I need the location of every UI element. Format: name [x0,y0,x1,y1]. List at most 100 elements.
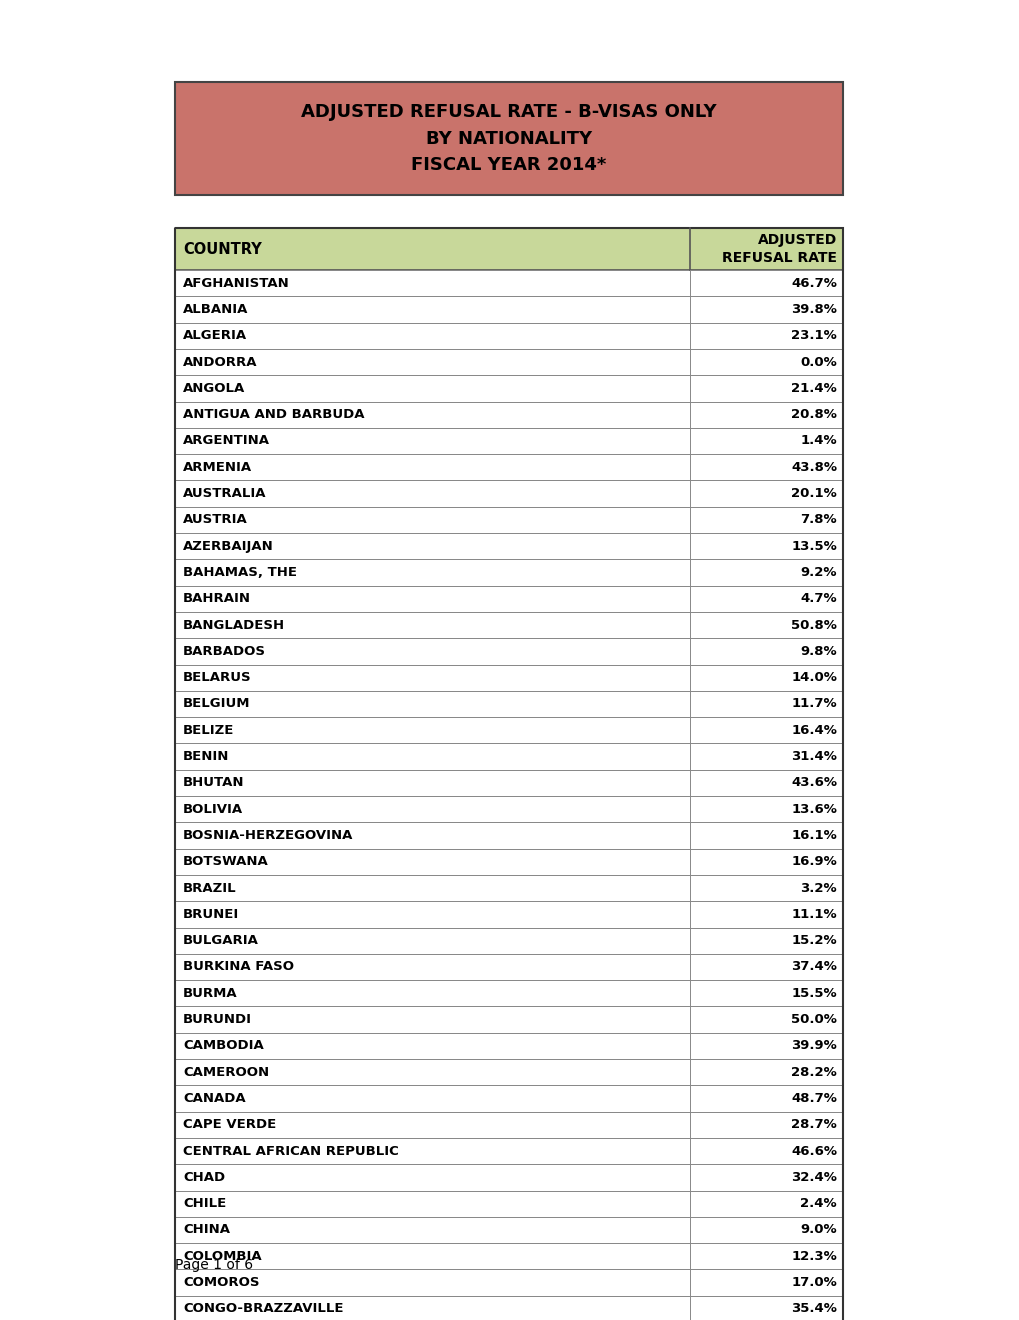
FancyBboxPatch shape [175,586,842,612]
Text: ANGOLA: ANGOLA [182,381,245,395]
Text: CHINA: CHINA [182,1224,229,1237]
Text: ARMENIA: ARMENIA [182,461,252,474]
Text: ADJUSTED
REFUSAL RATE: ADJUSTED REFUSAL RATE [721,234,837,265]
Text: 1.4%: 1.4% [800,434,837,447]
Text: 0.0%: 0.0% [800,355,837,368]
Text: BARBADOS: BARBADOS [182,645,266,657]
Text: 15.5%: 15.5% [791,987,837,999]
Text: BANGLADESH: BANGLADESH [182,619,285,631]
FancyBboxPatch shape [175,533,842,560]
Text: 3.2%: 3.2% [800,882,837,895]
Text: 32.4%: 32.4% [791,1171,837,1184]
FancyBboxPatch shape [175,612,842,638]
Text: BOSNIA-HERZEGOVINA: BOSNIA-HERZEGOVINA [182,829,353,842]
Text: 31.4%: 31.4% [791,750,837,763]
FancyBboxPatch shape [175,1006,842,1032]
FancyBboxPatch shape [175,770,842,796]
Text: 43.6%: 43.6% [790,776,837,789]
Text: 23.1%: 23.1% [791,329,837,342]
FancyBboxPatch shape [175,271,842,296]
Text: 46.6%: 46.6% [790,1144,837,1158]
FancyBboxPatch shape [175,638,842,664]
Text: 9.8%: 9.8% [800,645,837,657]
Text: 48.7%: 48.7% [791,1092,837,1105]
FancyBboxPatch shape [175,480,842,507]
Text: BOLIVIA: BOLIVIA [182,803,243,816]
Text: CAMEROON: CAMEROON [182,1065,269,1078]
FancyBboxPatch shape [175,796,842,822]
Text: 11.7%: 11.7% [791,697,837,710]
FancyBboxPatch shape [175,849,842,875]
Text: 2.4%: 2.4% [800,1197,837,1210]
Text: BHUTAN: BHUTAN [182,776,245,789]
Text: 9.2%: 9.2% [800,566,837,579]
FancyBboxPatch shape [175,401,842,428]
Text: CHAD: CHAD [182,1171,225,1184]
FancyBboxPatch shape [175,322,842,348]
FancyBboxPatch shape [175,954,842,979]
Text: CANADA: CANADA [182,1092,246,1105]
FancyBboxPatch shape [175,717,842,743]
Text: BENIN: BENIN [182,750,229,763]
Text: BURKINA FASO: BURKINA FASO [182,961,293,973]
Text: 9.0%: 9.0% [800,1224,837,1237]
FancyBboxPatch shape [175,428,842,454]
Text: COUNTRY: COUNTRY [182,242,262,256]
Text: BURMA: BURMA [182,987,237,999]
FancyBboxPatch shape [175,82,842,195]
Text: 46.7%: 46.7% [791,277,837,289]
FancyBboxPatch shape [175,1085,842,1111]
Text: 50.0%: 50.0% [791,1012,837,1026]
Text: 43.8%: 43.8% [790,461,837,474]
Text: 35.4%: 35.4% [791,1303,837,1315]
Text: 4.7%: 4.7% [800,593,837,606]
Text: 7.8%: 7.8% [800,513,837,527]
Text: 11.1%: 11.1% [791,908,837,921]
Text: 16.9%: 16.9% [791,855,837,869]
Text: BELARUS: BELARUS [182,671,252,684]
FancyBboxPatch shape [175,228,842,271]
Text: AUSTRIA: AUSTRIA [182,513,248,527]
Text: ADJUSTED REFUSAL RATE - B-VISAS ONLY
BY NATIONALITY
FISCAL YEAR 2014*: ADJUSTED REFUSAL RATE - B-VISAS ONLY BY … [301,103,716,174]
Text: BELGIUM: BELGIUM [182,697,251,710]
Text: AFGHANISTAN: AFGHANISTAN [182,277,289,289]
Text: BOTSWANA: BOTSWANA [182,855,268,869]
FancyBboxPatch shape [175,1059,842,1085]
Text: BRUNEI: BRUNEI [182,908,239,921]
Text: BULGARIA: BULGARIA [182,935,259,948]
Text: 13.5%: 13.5% [791,540,837,553]
Text: 13.6%: 13.6% [791,803,837,816]
Text: 20.1%: 20.1% [791,487,837,500]
Text: 15.2%: 15.2% [791,935,837,948]
Text: COMOROS: COMOROS [182,1276,259,1290]
Text: 21.4%: 21.4% [791,381,837,395]
FancyBboxPatch shape [175,560,842,586]
FancyBboxPatch shape [175,348,842,375]
FancyBboxPatch shape [175,743,842,770]
FancyBboxPatch shape [175,1164,842,1191]
Text: CAPE VERDE: CAPE VERDE [182,1118,276,1131]
Text: 16.1%: 16.1% [791,829,837,842]
Text: 20.8%: 20.8% [791,408,837,421]
FancyBboxPatch shape [175,979,842,1006]
FancyBboxPatch shape [175,375,842,401]
FancyBboxPatch shape [175,1138,842,1164]
FancyBboxPatch shape [175,1217,842,1243]
Text: BAHAMAS, THE: BAHAMAS, THE [182,566,297,579]
Text: ARGENTINA: ARGENTINA [182,434,270,447]
Text: CONGO-BRAZZAVILLE: CONGO-BRAZZAVILLE [182,1303,343,1315]
Text: ALGERIA: ALGERIA [182,329,247,342]
FancyBboxPatch shape [175,1243,842,1270]
Text: 39.9%: 39.9% [791,1039,837,1052]
Text: 16.4%: 16.4% [791,723,837,737]
FancyBboxPatch shape [175,1032,842,1059]
FancyBboxPatch shape [175,1270,842,1296]
FancyBboxPatch shape [175,902,842,928]
Text: CHILE: CHILE [182,1197,226,1210]
Text: AZERBAIJAN: AZERBAIJAN [182,540,273,553]
FancyBboxPatch shape [175,690,842,717]
Text: 50.8%: 50.8% [791,619,837,631]
Text: COLOMBIA: COLOMBIA [182,1250,261,1263]
Text: 17.0%: 17.0% [791,1276,837,1290]
Text: BELIZE: BELIZE [182,723,234,737]
